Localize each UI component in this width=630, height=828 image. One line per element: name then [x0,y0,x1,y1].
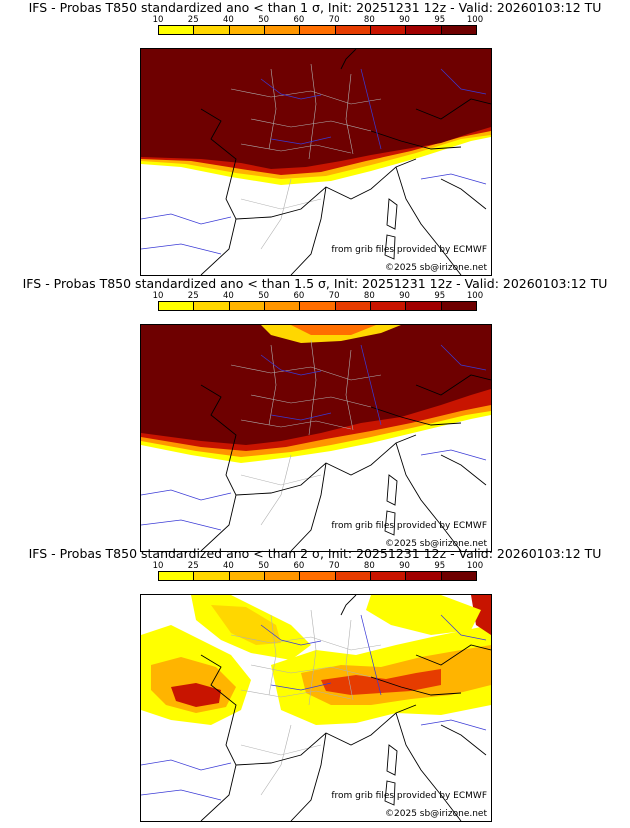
colorbar-segment [264,26,301,34]
map-frame-1: from grib files provided by ECMWF ©2025 … [140,48,492,276]
colorbar-segment [159,302,195,310]
colorbar-tick-label: 40 [223,561,234,571]
colorbar-tick-label: 100 [466,291,484,301]
credit-copyright-1: ©2025 sb@irizone.net [385,263,487,273]
coastlines [200,49,491,275]
colorbar-tick-label: 95 [434,291,446,301]
colorbar-tick-label: 70 [328,15,340,25]
colorbar-segment [159,572,195,580]
colorbar-tick-label: 90 [399,15,410,25]
rivers [141,344,487,531]
colorbar-tick-label: 70 [328,561,340,571]
colorbar-segment [406,302,442,310]
colorbar-1 [158,25,477,35]
coastlines [200,595,491,821]
colorbar-3 [158,571,477,581]
credit-copyright-3: ©2025 sb@irizone.net [385,809,487,819]
colorbar-tick-label: 80 [363,561,375,571]
map-panel-2: IFS - Probas T850 standardized ano < tha… [0,276,630,552]
prob-blob-north-orange [211,605,281,645]
colorbar-segment [194,572,230,580]
colorbar-segment [370,26,407,34]
admin-borders [230,609,382,796]
colorbar-segment [406,26,442,34]
colorbar-tick-label: 60 [293,15,305,25]
credit-grib-2: from grib files provided by ECMWF [331,521,487,531]
colorbar-tick-label: 95 [434,15,446,25]
admin-borders [230,63,382,250]
map-panel-1: IFS - Probas T850 standardized ano < tha… [0,0,630,276]
colorbar-segment [335,302,371,310]
rivers [141,614,487,801]
prob-field-darkred [141,49,491,169]
colorbar-segment [370,302,407,310]
colorbar-2 [158,301,477,311]
colorbar-segment [159,26,195,34]
colorbar-tick-label: 25 [187,15,199,25]
credit-copyright-2: ©2025 sb@irizone.net [385,539,487,549]
colorbar-segment [194,26,230,34]
colorbar-tick-label: 90 [399,561,410,571]
colorbar-segment [441,302,476,310]
colorbar-tick-label: 50 [258,561,270,571]
colorbar-tick-label: 10 [152,561,164,571]
colorbar-labels-2: 10 25 40 50 60 70 80 90 95 100 [153,291,484,301]
credit-grib-1: from grib files provided by ECMWF [331,245,487,255]
colorbar-tick-label: 95 [434,561,446,571]
colorbar-segment [300,302,336,310]
colorbar-segment [406,572,442,580]
colorbar-tick-label: 25 [187,561,199,571]
colorbar-segment [441,26,476,34]
map-svg-2 [141,325,491,551]
colorbar-tick-label: 100 [466,15,484,25]
colorbar-tick-label: 25 [187,291,199,301]
colorbar-tick-label: 60 [293,561,305,571]
colorbar-tick-label: 80 [363,15,375,25]
colorbar-segment [264,572,301,580]
colorbar-segment [229,26,265,34]
map-frame-3: from grib files provided by ECMWF ©2025 … [140,594,492,822]
colorbar-segment [194,302,230,310]
map-svg-1 [141,49,491,275]
colorbar-tick-label: 70 [328,291,340,301]
credit-grib-3: from grib files provided by ECMWF [331,791,487,801]
panel-title-3: IFS - Probas T850 standardized ano < tha… [28,546,602,561]
colorbar-labels-3: 10 25 40 50 60 70 80 90 95 100 [153,561,484,571]
colorbar-segment [370,572,407,580]
colorbar-tick-label: 90 [399,291,410,301]
colorbar-segment [264,302,301,310]
admin-borders [230,339,382,526]
prob-field-orange-north [291,325,376,335]
prob-blob-east-red [471,595,491,635]
colorbar-tick-label: 50 [258,291,270,301]
colorbar-tick-label: 60 [293,291,305,301]
rivers [141,68,487,255]
panel-title-2: IFS - Probas T850 standardized ano < tha… [22,276,608,291]
colorbar-segment [229,302,265,310]
colorbar-tick-label: 50 [258,15,270,25]
colorbar-tick-label: 10 [152,15,164,25]
colorbar-tick-label: 10 [152,291,164,301]
colorbar-segment [335,26,371,34]
colorbar-tick-label: 100 [466,561,484,571]
colorbar-tick-label: 80 [363,291,375,301]
panel-title-1: IFS - Probas T850 standardized ano < tha… [28,0,602,15]
prob-blob-northeast-yellow [366,595,481,635]
colorbar-segment [335,572,371,580]
colorbar-segment [229,572,265,580]
map-svg-3 [141,595,491,821]
map-frame-2: from grib files provided by ECMWF ©2025 … [140,324,492,552]
colorbar-labels-1: 10 25 40 50 60 70 80 90 95 100 [153,15,484,25]
coastlines [200,374,491,551]
colorbar-tick-label: 40 [223,15,234,25]
map-panel-3: IFS - Probas T850 standardized ano < tha… [0,546,630,822]
colorbar-tick-label: 40 [223,291,234,301]
colorbar-segment [300,572,336,580]
prob-blob-west-red [171,683,221,707]
colorbar-segment [300,26,336,34]
colorbar-segment [441,572,476,580]
prob-field-darkred [141,325,491,445]
